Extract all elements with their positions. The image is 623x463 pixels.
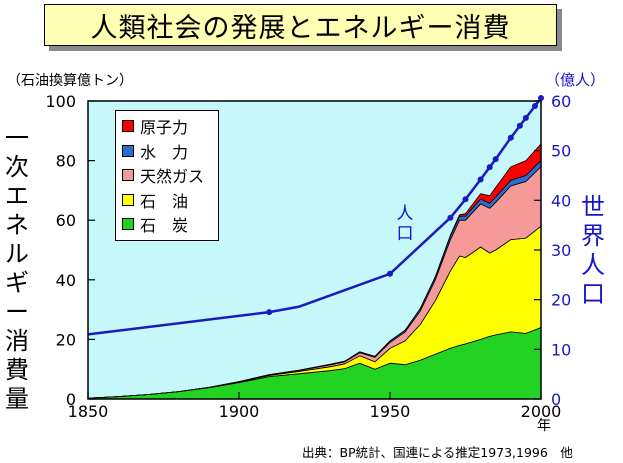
x-tick-label: 1950 bbox=[370, 402, 411, 421]
legend-label: 石 炭 bbox=[140, 216, 189, 235]
legend-label: 原子力 bbox=[140, 118, 189, 137]
x-tick-label: 1850 bbox=[68, 402, 109, 421]
legend-label: 水 力 bbox=[140, 142, 189, 162]
population-point bbox=[266, 309, 273, 316]
legend-swatch bbox=[122, 193, 134, 206]
legend-label: 天然ガス bbox=[140, 167, 205, 186]
population-point bbox=[492, 156, 499, 163]
legend-swatch bbox=[122, 144, 134, 157]
legend: 原子力水 力天然ガス石 油石 炭 bbox=[115, 110, 219, 241]
legend-swatch bbox=[122, 169, 134, 181]
x-tick-label: 1900 bbox=[219, 402, 260, 421]
x-axis-unit: 年 bbox=[537, 418, 551, 434]
population-point bbox=[477, 176, 484, 183]
legend-swatch bbox=[122, 120, 134, 132]
left-axis-title: 一次エネルギー消費量 bbox=[5, 124, 29, 413]
legend-item: 石 炭 bbox=[122, 213, 188, 235]
y-tick-label: 0 bbox=[66, 390, 76, 409]
legend-item: 水 力 bbox=[122, 140, 188, 162]
y-tick-label: 40 bbox=[56, 271, 76, 290]
population-point bbox=[447, 214, 454, 221]
population-point bbox=[507, 134, 514, 141]
y2-tick-label: 50 bbox=[551, 142, 571, 161]
y2-tick-label: 40 bbox=[551, 191, 571, 210]
legend-label: 石 油 bbox=[140, 191, 189, 211]
population-point bbox=[538, 95, 544, 101]
y-tick-label: 80 bbox=[56, 152, 76, 171]
y2-tick-label: 30 bbox=[551, 241, 571, 260]
population-series bbox=[87, 95, 544, 336]
axes: 0 20 40 60 80 100 0 10 20 30 40 50 60 1850 1900 1950 200… bbox=[45, 92, 571, 421]
population-point bbox=[516, 122, 523, 129]
population-point bbox=[522, 114, 529, 121]
y2-tick-label: 10 bbox=[551, 340, 571, 359]
source-note: 出典：BP統計、国連による推定1973,1996 他 bbox=[302, 445, 573, 460]
y-tick-label: 60 bbox=[56, 211, 76, 230]
y2-tick-label: 0 bbox=[551, 390, 561, 409]
population-point bbox=[387, 270, 393, 277]
population-label: 人口 bbox=[396, 204, 414, 244]
right-axis-unit: （億人） bbox=[545, 71, 606, 89]
legend-item: 石 油 bbox=[122, 189, 188, 211]
population-point bbox=[486, 164, 493, 171]
y2-tick-label: 20 bbox=[551, 291, 571, 310]
population-point bbox=[462, 196, 469, 203]
left-axis-unit: （石油換算億トン） bbox=[7, 73, 133, 89]
legend-item: 天然ガス bbox=[122, 164, 204, 186]
legend-swatch bbox=[122, 218, 134, 230]
chart-title: 人類社会の発展とエネルギー消費 bbox=[44, 4, 557, 46]
population-point bbox=[532, 103, 538, 109]
legend-item: 原子力 bbox=[122, 115, 188, 137]
y2-tick-label: 60 bbox=[551, 92, 571, 111]
x-tick-label: 2000 bbox=[521, 402, 562, 421]
right-axis-title: 世界人口 bbox=[581, 193, 605, 308]
y-tick-label: 20 bbox=[56, 330, 76, 349]
y-tick-label: 100 bbox=[45, 92, 76, 111]
